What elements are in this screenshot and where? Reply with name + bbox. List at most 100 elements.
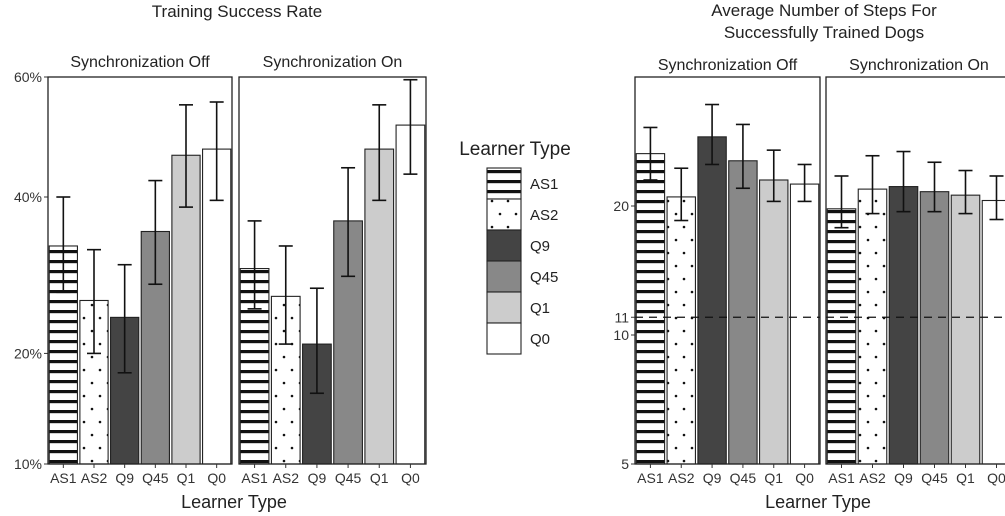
error-bar-AS2 <box>865 154 880 215</box>
x-tick-label: Q9 <box>894 470 913 486</box>
facet-strip-label: Synchronization On <box>263 54 403 71</box>
error-bar-Q9 <box>705 103 720 166</box>
legend-item-Q0: Q0 <box>486 322 550 355</box>
x-tick-label: AS1 <box>637 470 664 486</box>
legend-label: Q1 <box>530 300 550 317</box>
x-tick-label: Q45 <box>142 470 169 486</box>
y-tick-label: 5 <box>621 456 629 472</box>
x-tick-label: AS2 <box>668 470 695 486</box>
y-tick-label: 40% <box>14 189 42 205</box>
panel-frame <box>238 76 427 465</box>
bar-Q1 <box>364 148 395 465</box>
error-bar-Q9 <box>117 263 132 374</box>
x-tick-label: Q9 <box>703 470 722 486</box>
x-tick-label: Q0 <box>795 470 814 486</box>
x-tick-label: Q0 <box>207 470 226 486</box>
error-bar-Q1 <box>766 149 781 203</box>
y-tick-label: 20 <box>613 198 629 214</box>
x-tick-label: Q45 <box>730 470 757 486</box>
legend-swatch <box>486 167 522 200</box>
right-chart-title-line-1: Average Number of Steps For <box>711 1 937 20</box>
right-x-axis-label: Learner Type <box>765 492 871 512</box>
legend-label: AS2 <box>530 207 558 224</box>
legend-swatch <box>486 198 522 231</box>
x-tick-label: Q9 <box>308 470 327 486</box>
legend-item-AS2: AS2 <box>486 198 558 231</box>
y-tick-label: 20% <box>14 345 42 361</box>
error-bar-Q9 <box>309 287 324 395</box>
x-tick-label: Q9 <box>115 470 134 486</box>
legend-swatch <box>486 291 522 324</box>
error-bar-Q0 <box>209 101 224 202</box>
x-tick-label: AS2 <box>273 470 300 486</box>
bar-AS1 <box>635 153 666 465</box>
bar-Q9 <box>697 136 727 465</box>
error-bar-AS1 <box>56 196 71 294</box>
error-bar-Q0 <box>403 78 418 175</box>
bar-Q0 <box>981 199 1005 465</box>
legend: AS1 AS2 Q9 Q45 Q1 Q0 <box>486 167 558 355</box>
y-tick-label: 11 <box>614 309 629 325</box>
left-x-axis-label: Learner Type <box>181 492 287 512</box>
x-tick-label: Q1 <box>177 470 196 486</box>
legend-item-Q1: Q1 <box>486 291 550 324</box>
legend-item-AS1: AS1 <box>486 167 558 200</box>
error-bar-Q45 <box>927 161 942 213</box>
facet-strip-label: Synchronization Off <box>658 57 798 74</box>
error-bar-AS1 <box>643 126 658 181</box>
bar-AS1 <box>826 208 857 465</box>
x-tick-label: AS1 <box>241 470 268 486</box>
panel-frame <box>47 76 233 465</box>
error-bar-Q9 <box>896 150 911 213</box>
error-bar-AS1 <box>247 220 262 310</box>
error-bar-AS2 <box>87 248 101 355</box>
error-bar-Q0 <box>989 175 1004 221</box>
legend-item-Q9: Q9 <box>486 229 550 262</box>
error-bar-Q45 <box>735 123 750 190</box>
x-tick-label: AS1 <box>50 470 77 486</box>
error-bar-Q45 <box>148 179 163 286</box>
error-bar-Q45 <box>341 166 356 278</box>
x-tick-label: Q1 <box>370 470 389 486</box>
x-tick-label: AS2 <box>81 470 108 486</box>
panel-frame <box>825 76 1005 465</box>
legend-swatch <box>486 260 522 293</box>
bar-Q45 <box>919 191 950 465</box>
error-bar-AS1 <box>834 175 849 229</box>
error-bar-AS2 <box>278 245 293 345</box>
legend-label: AS1 <box>530 176 558 193</box>
legend-label: Q0 <box>530 331 550 348</box>
x-tick-label: Q0 <box>987 470 1005 486</box>
x-tick-label: Q1 <box>764 470 783 486</box>
legend-title: Learner Type <box>459 139 571 160</box>
x-tick-label: Q45 <box>335 470 362 486</box>
bar-Q0 <box>789 183 820 465</box>
error-bar-Q1 <box>179 104 193 208</box>
error-bar-AS2 <box>674 167 689 222</box>
bar-Q1 <box>759 179 789 465</box>
error-bar-Q0 <box>797 163 812 203</box>
error-bar-Q1 <box>958 169 973 215</box>
legend-item-Q45: Q45 <box>486 260 558 293</box>
bar-Q0 <box>395 124 426 465</box>
y-tick-label: 10% <box>14 456 42 472</box>
bar-Q45 <box>728 160 758 465</box>
legend-label: Q45 <box>530 269 558 286</box>
x-tick-label: Q1 <box>956 470 975 486</box>
panel-frame <box>634 76 821 465</box>
y-tick-label: 10 <box>613 327 629 343</box>
facet-strip-label: Synchronization On <box>849 57 989 74</box>
legend-swatch <box>486 229 522 262</box>
bar-AS2 <box>857 188 888 465</box>
x-tick-label: Q45 <box>921 470 948 486</box>
left-chart-title: Training Success Rate <box>152 2 322 21</box>
bar-Q1 <box>950 194 981 465</box>
x-tick-label: AS2 <box>859 470 886 486</box>
right-chart-title-line-2: Successfully Trained Dogs <box>724 23 924 42</box>
facet-strip-label: Synchronization Off <box>70 54 210 71</box>
bar-Q9 <box>888 186 919 465</box>
x-tick-label: Q0 <box>401 470 420 486</box>
legend-label: Q9 <box>530 238 550 255</box>
